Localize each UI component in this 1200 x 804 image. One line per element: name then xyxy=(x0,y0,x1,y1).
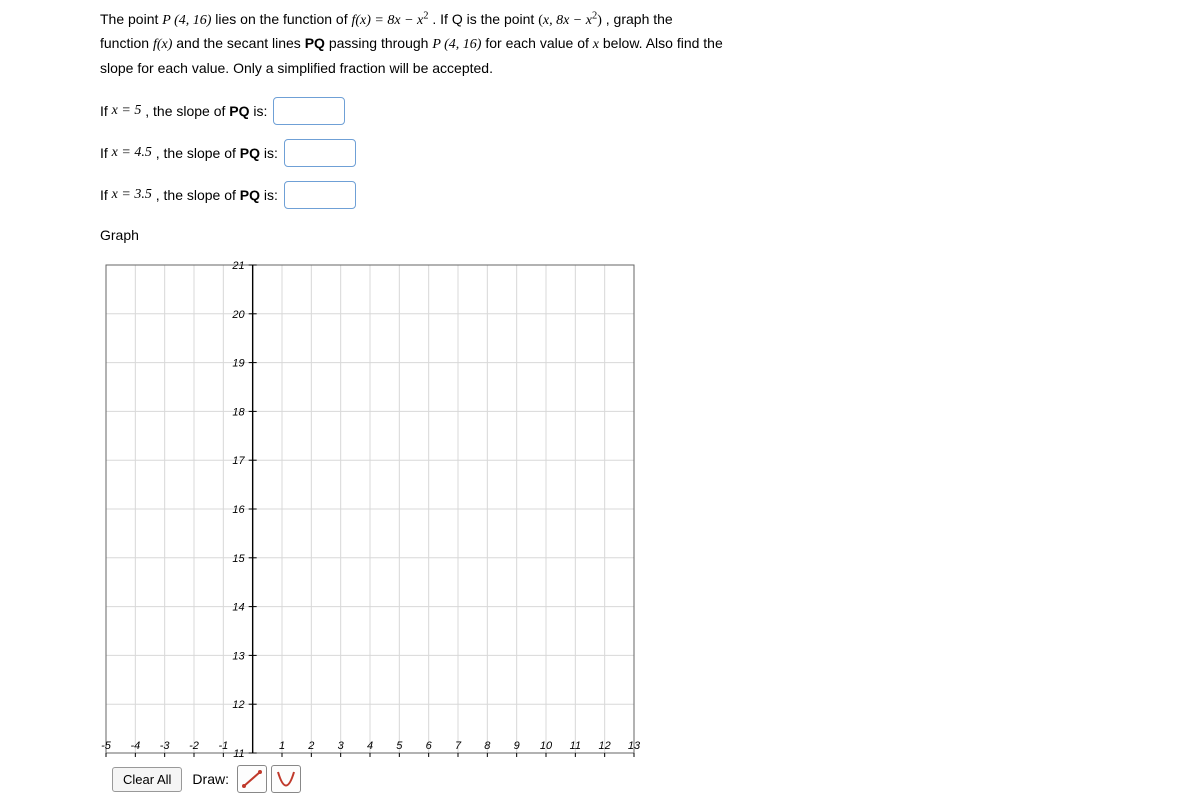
draw-toolbar: Clear All Draw: xyxy=(112,765,1100,793)
text: for each value of xyxy=(485,35,592,51)
row-mid: , the slope of xyxy=(141,103,229,119)
svg-text:11: 11 xyxy=(570,740,581,752)
graph-heading: Graph xyxy=(100,227,1100,243)
svg-text:18: 18 xyxy=(232,407,245,419)
row-mid: , the slope of xyxy=(152,187,240,203)
problem-statement: The point P (4, 16) lies on the function… xyxy=(100,8,1100,79)
slope-row: If x = 5 , the slope of PQ is: xyxy=(100,97,1100,125)
x-value: x = 5 xyxy=(112,103,142,119)
pq-bold: PQ xyxy=(305,35,325,51)
svg-text:3: 3 xyxy=(338,740,345,752)
svg-text:4: 4 xyxy=(367,740,373,752)
svg-text:11: 11 xyxy=(233,748,244,759)
text: and the secant lines xyxy=(176,35,304,51)
text: passing through xyxy=(329,35,433,51)
svg-text:1: 1 xyxy=(279,740,285,752)
x-value: x = 4.5 xyxy=(112,145,152,161)
svg-text:14: 14 xyxy=(232,602,244,614)
svg-text:13: 13 xyxy=(232,651,245,663)
svg-text:-3: -3 xyxy=(160,740,171,752)
text: The point xyxy=(100,11,162,27)
text: , graph the xyxy=(606,11,673,27)
fx: f(x) xyxy=(153,37,172,52)
slope-input-2[interactable] xyxy=(284,139,356,167)
row-tail: is: xyxy=(250,103,268,119)
row-prefix: If xyxy=(100,187,112,203)
text: function xyxy=(100,35,153,51)
svg-text:12: 12 xyxy=(232,699,244,711)
svg-text:5: 5 xyxy=(396,740,403,752)
svg-text:10: 10 xyxy=(540,740,553,752)
text: slope for each value. Only a simplified … xyxy=(100,60,493,76)
slope-row: If x = 4.5 , the slope of PQ is: xyxy=(100,139,1100,167)
x-value: x = 3.5 xyxy=(112,187,152,203)
svg-text:7: 7 xyxy=(455,740,462,752)
svg-text:-5: -5 xyxy=(101,740,112,752)
slope-row: If x = 3.5 , the slope of PQ is: xyxy=(100,181,1100,209)
text: . If Q is the point xyxy=(432,11,538,27)
line-tool[interactable] xyxy=(237,765,267,793)
row-tail: is: xyxy=(260,187,278,203)
svg-text:12: 12 xyxy=(599,740,611,752)
draw-label: Draw: xyxy=(192,771,229,787)
svg-text:6: 6 xyxy=(426,740,433,752)
point-P: P (4, 16) xyxy=(162,13,211,28)
row-prefix: If xyxy=(100,103,112,119)
text: below. Also find the xyxy=(603,35,723,51)
svg-text:-1: -1 xyxy=(218,740,228,752)
row-tail: is: xyxy=(260,145,278,161)
slope-input-1[interactable] xyxy=(273,97,345,125)
parabola-icon xyxy=(275,769,297,789)
line-icon xyxy=(241,769,263,789)
pq-bold: PQ xyxy=(229,103,249,119)
text: lies on the function of xyxy=(215,11,351,27)
row-prefix: If xyxy=(100,145,112,161)
graph-area[interactable]: -5-4-3-2-1123456789101112131112131415161… xyxy=(100,259,1100,759)
x-var: x xyxy=(593,37,599,52)
point-P-repeat: P (4, 16) xyxy=(432,37,481,52)
fx-equation: f(x) = 8x − x2 xyxy=(351,13,428,28)
svg-text:8: 8 xyxy=(484,740,491,752)
row-mid: , the slope of xyxy=(152,145,240,161)
svg-text:21: 21 xyxy=(231,260,244,272)
svg-text:-4: -4 xyxy=(130,740,140,752)
svg-text:-2: -2 xyxy=(189,740,199,752)
coordinate-grid[interactable]: -5-4-3-2-1123456789101112131112131415161… xyxy=(100,259,640,759)
svg-text:9: 9 xyxy=(514,740,520,752)
svg-text:19: 19 xyxy=(232,358,244,370)
svg-text:17: 17 xyxy=(232,455,245,467)
slope-input-3[interactable] xyxy=(284,181,356,209)
clear-all-button[interactable]: Clear All xyxy=(112,767,182,792)
pq-bold: PQ xyxy=(240,187,260,203)
svg-text:2: 2 xyxy=(307,740,314,752)
svg-text:20: 20 xyxy=(231,309,245,321)
pq-bold: PQ xyxy=(240,145,260,161)
point-Q: (x, 8x − x2) xyxy=(538,13,602,28)
svg-text:13: 13 xyxy=(628,740,640,752)
svg-text:16: 16 xyxy=(232,504,245,516)
parabola-tool[interactable] xyxy=(271,765,301,793)
svg-text:15: 15 xyxy=(232,553,245,565)
